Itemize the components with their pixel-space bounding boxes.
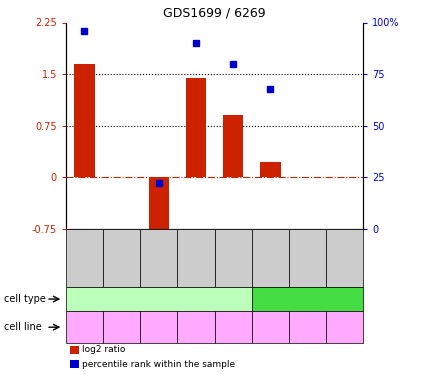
Text: androgen insensitive: androgen insensitive [260, 295, 355, 304]
Bar [186, 78, 206, 177]
Text: LAPC-4: LAPC-4 [72, 324, 97, 330]
Text: DU 145: DU 145 [332, 324, 358, 330]
Text: PC-3: PC-3 [300, 324, 315, 330]
Text: log2 ratio: log2 ratio [82, 345, 125, 354]
Text: GSM91923: GSM91923 [224, 237, 233, 279]
Bar [223, 116, 244, 177]
Bar [260, 162, 281, 177]
Text: GSM91916: GSM91916 [261, 237, 270, 279]
Text: 22Rv1: 22Rv1 [185, 324, 207, 330]
Text: percentile rank within the sample: percentile rank within the sample [82, 360, 235, 369]
Text: LNCa
P: LNCa P [150, 321, 168, 334]
Text: GSM91918: GSM91918 [76, 237, 85, 278]
Text: MDA
PCa 2a: MDA PCa 2a [221, 321, 245, 334]
Text: GSM91917: GSM91917 [299, 237, 308, 279]
Bar [74, 64, 95, 177]
Text: GSM91921: GSM91921 [150, 237, 159, 278]
Text: cell type: cell type [4, 294, 46, 304]
Text: MDA
PCa 2b: MDA PCa 2b [110, 321, 134, 334]
Text: cell line: cell line [4, 322, 42, 332]
Text: GSM91920: GSM91920 [336, 237, 345, 279]
Text: androgen sensitive: androgen sensitive [116, 295, 202, 304]
Bar [149, 177, 169, 239]
Text: PPC-1: PPC-1 [261, 324, 280, 330]
Title: GDS1699 / 6269: GDS1699 / 6269 [163, 7, 266, 20]
Text: GSM91922: GSM91922 [187, 237, 196, 278]
Text: GSM91919: GSM91919 [113, 237, 122, 279]
